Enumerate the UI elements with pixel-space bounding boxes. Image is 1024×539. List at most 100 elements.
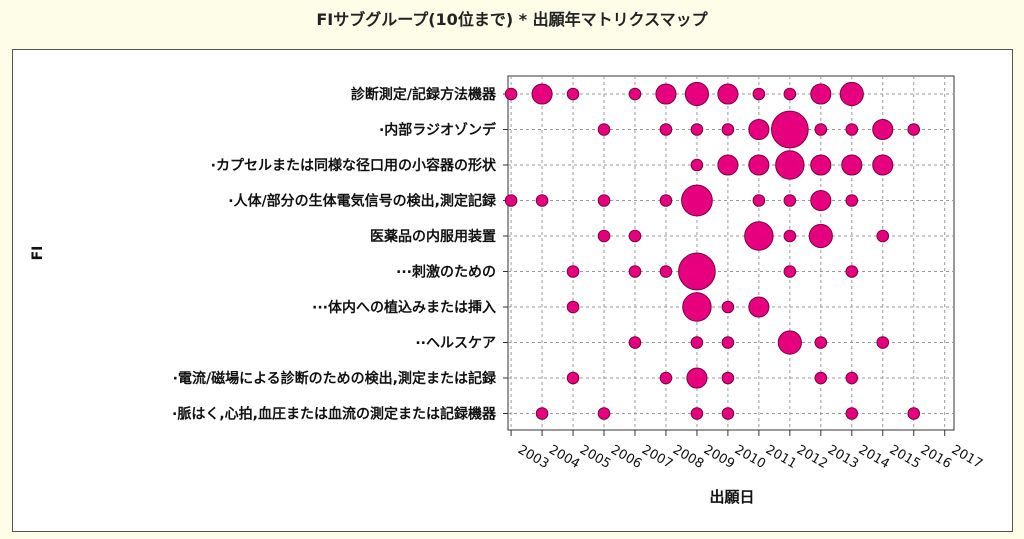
y-tick-label: ·脈はく,心拍,血圧または血流の測定または記録機器 — [172, 406, 497, 423]
bubble — [876, 229, 890, 243]
bubble — [748, 154, 770, 176]
x-tick-label: 2014 — [856, 442, 892, 472]
bubble — [566, 265, 580, 278]
x-ticks: 2003200420052006200720082009201020112012… — [510, 430, 985, 472]
bubble — [752, 194, 766, 207]
chart-title: FIサブグループ(10位まで) * 出願年マトリクスマップ — [316, 10, 708, 29]
bubble — [659, 194, 673, 207]
bubble — [876, 336, 890, 349]
bubble — [907, 407, 921, 420]
y-tick-label: ···刺激のための — [396, 264, 496, 281]
bubble — [845, 265, 859, 278]
bubble — [717, 154, 739, 176]
x-tick-label: 2013 — [825, 442, 861, 472]
x-tick-label: 2003 — [515, 442, 551, 472]
bubble — [721, 336, 735, 349]
bubble — [721, 371, 735, 385]
bubble — [682, 292, 712, 322]
bubble — [659, 371, 673, 385]
bubble — [814, 371, 828, 385]
x-tick-label: 2009 — [701, 442, 737, 472]
bubble — [744, 221, 774, 251]
bubble — [721, 123, 735, 136]
bubble — [690, 336, 704, 349]
x-tick-label: 2005 — [577, 442, 613, 472]
bubble — [535, 194, 549, 207]
bubble — [659, 265, 673, 278]
bubbles — [504, 81, 921, 420]
bubble — [783, 229, 797, 243]
bubble — [845, 407, 859, 420]
bubble — [678, 252, 716, 291]
bubble — [597, 229, 611, 243]
bubble — [783, 265, 797, 278]
bubble — [690, 158, 704, 172]
bubble — [628, 265, 642, 278]
bubble — [839, 81, 864, 107]
bubble — [777, 330, 802, 355]
bubble — [597, 123, 611, 136]
bubble — [814, 123, 828, 136]
y-tick-label: ·カプセルまたは同様な径口用の小容器の形状 — [211, 157, 497, 174]
y-tick-label: ···体内への植込みまたは挿入 — [312, 299, 496, 316]
y-tick-label: 診断測定/記録方法機器 — [351, 86, 497, 103]
bubble — [845, 371, 859, 385]
bubble — [907, 123, 921, 136]
bubble — [566, 300, 580, 314]
bubble — [748, 296, 770, 318]
x-tick-label: 2007 — [639, 442, 675, 472]
bubble — [655, 83, 677, 105]
bubble — [810, 83, 832, 105]
x-tick-label: 2017 — [949, 442, 985, 472]
bubble — [659, 123, 673, 136]
bubble — [721, 300, 735, 314]
bubble — [810, 154, 832, 176]
y-tick-label: ·電流/磁場による診断のための検出,測定または記録 — [173, 370, 497, 387]
bubble — [808, 223, 833, 249]
bubble — [717, 83, 739, 105]
bubble — [845, 123, 859, 136]
bubble — [872, 154, 894, 176]
bubble — [690, 123, 704, 136]
bubble — [628, 336, 642, 349]
x-tick-label: 2011 — [763, 442, 799, 472]
bubble — [872, 118, 894, 141]
bubble — [535, 407, 549, 420]
y-tick-label: ··ヘルスケア — [415, 336, 496, 352]
bubble — [597, 194, 611, 207]
y-tick-label: ·人体/部分の生体電気信号の検出,測定記録 — [228, 193, 497, 210]
x-tick-label: 2015 — [887, 442, 923, 472]
bubble — [684, 81, 710, 107]
bubble — [531, 83, 553, 105]
bubble — [686, 367, 708, 389]
bubble — [504, 87, 518, 101]
y-tick-label: ·内部ラジオゾンデ — [379, 122, 497, 139]
bubble — [845, 194, 859, 207]
x-tick-label: 2008 — [670, 442, 706, 472]
bubble — [628, 87, 642, 101]
bubble — [752, 87, 766, 101]
y-tick-label: 医薬品の内服用装置 — [370, 228, 496, 245]
bubble — [721, 407, 735, 420]
x-axis-label: 出願日 — [709, 488, 754, 506]
x-tick-label: 2012 — [794, 442, 830, 472]
x-tick-label: 2004 — [546, 442, 582, 472]
bubble — [783, 194, 797, 207]
bubble — [566, 371, 580, 385]
bubble — [814, 336, 828, 349]
bubble — [681, 184, 713, 217]
y-axis-label: FI — [30, 246, 46, 261]
bubble — [841, 154, 863, 176]
x-tick-label: 2006 — [608, 442, 644, 472]
bubble — [748, 118, 770, 141]
x-tick-label: 2010 — [732, 442, 768, 472]
x-tick-label: 2016 — [918, 442, 954, 472]
bubble — [566, 87, 580, 101]
bubble — [504, 194, 518, 207]
bubble — [810, 189, 832, 212]
bubble — [628, 229, 642, 243]
bubble — [690, 407, 704, 420]
bubble — [597, 407, 611, 420]
bubble — [771, 110, 809, 149]
